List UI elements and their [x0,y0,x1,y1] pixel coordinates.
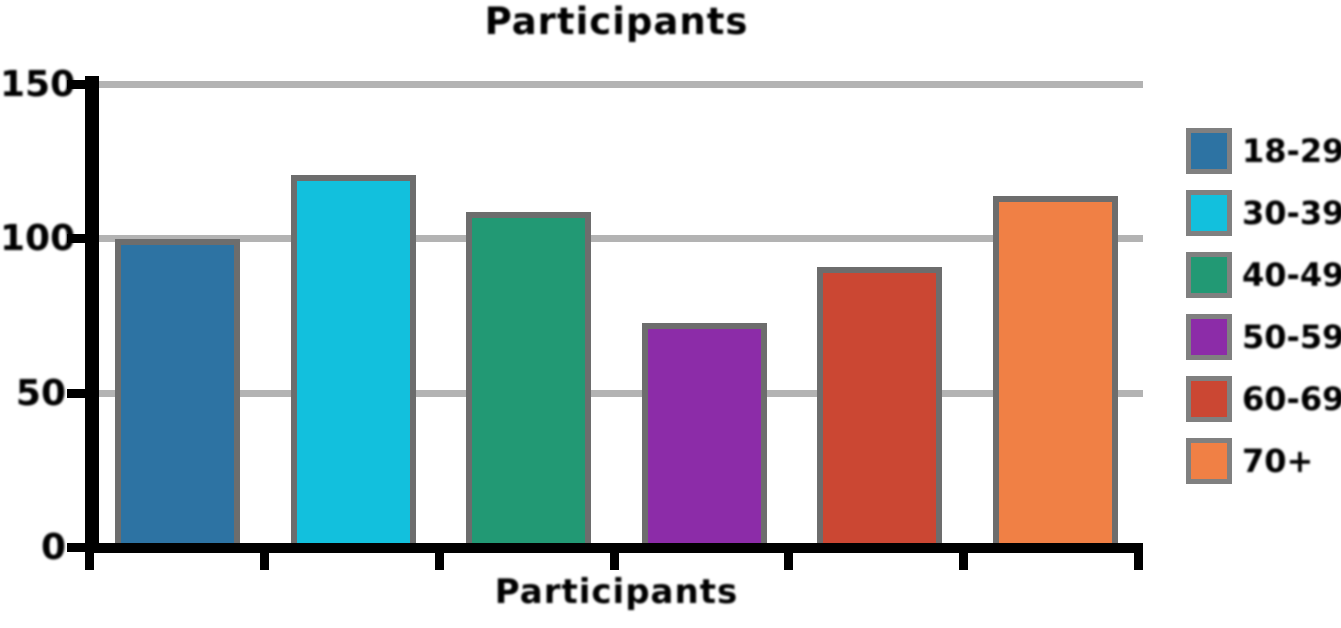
x-tick-mark [609,543,619,570]
gridline-100 [90,235,1143,243]
y-tick-mark [67,234,99,244]
legend: 18-29 30-39 40-49 50-59 60-69 70+ [1186,128,1341,500]
y-tick-label: 0 [40,527,66,568]
legend-swatch [1186,190,1232,236]
legend-swatch [1186,376,1232,422]
x-tick-mark [959,543,969,570]
chart-title: Participants [484,0,749,43]
x-tick-mark [784,543,794,570]
bar-60-69 [817,267,943,548]
legend-label: 18-29 [1242,132,1341,170]
y-axis [85,76,99,553]
x-tick-mark [259,543,269,570]
legend-swatch [1186,314,1232,360]
plot-area [90,81,1143,548]
y-tick-mark [67,388,99,398]
y-tick-label: 150 [0,64,76,105]
legend-item-30-39: 30-39 [1186,190,1341,236]
gridline-150 [90,81,1143,88]
legend-item-50-59: 50-59 [1186,314,1341,360]
y-tick-label: 50 [15,372,66,414]
legend-swatch [1186,252,1232,298]
bar-70+ [992,196,1118,548]
gridline-50 [90,389,1143,397]
bar-50-59 [641,322,767,548]
y-tick-label: 100 [0,218,76,260]
x-axis-label: Participants [494,572,739,612]
bars-group [90,85,1143,548]
legend-swatch [1186,128,1232,174]
x-tick-mark [434,543,444,570]
legend-label: 70+ [1242,442,1314,480]
legend-label: 60-69 [1242,380,1341,418]
bar-30-39 [290,174,416,548]
legend-item-40-49: 40-49 [1186,252,1341,298]
bar-18-29 [115,239,241,548]
y-tick-mark [67,80,99,89]
y-tick-mark [67,543,99,552]
legend-item-18-29: 18-29 [1186,128,1341,174]
legend-swatch [1186,438,1232,484]
x-tick-mark [85,543,94,570]
bar-40-49 [466,211,592,548]
legend-item-70+: 70+ [1186,438,1341,484]
legend-item-60-69: 60-69 [1186,376,1341,422]
legend-label: 40-49 [1242,256,1341,294]
legend-label: 50-59 [1242,318,1341,356]
x-tick-mark [1134,543,1143,570]
legend-label: 30-39 [1242,194,1341,232]
